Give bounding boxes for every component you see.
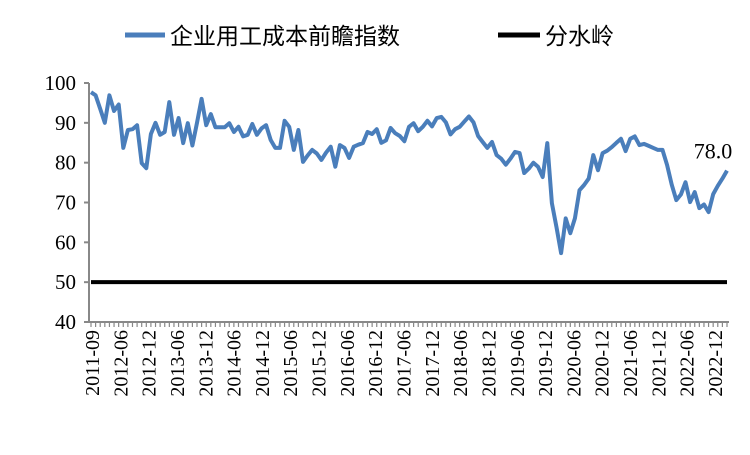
x-tick-label: 2014-12: [252, 330, 274, 397]
x-tick-label: 2021-06: [620, 330, 642, 397]
x-axis: 2011-09 2012-06 2012-12 2013-06 2013-12 2014-…: [82, 322, 729, 397]
last-value-label: 78.0: [694, 139, 733, 164]
y-tick-label: 80: [55, 151, 76, 175]
series-line-index: [91, 92, 727, 253]
x-tick-label: 2022-06: [677, 330, 699, 397]
y-tick-label: 90: [55, 111, 76, 135]
y-tick-label: 50: [55, 270, 76, 294]
y-tick-label: 60: [55, 230, 76, 254]
data-points: [91, 92, 727, 253]
x-tick-label: 2012-12: [139, 330, 161, 397]
x-tick-label: 2014-06: [224, 330, 246, 397]
y-tick-label: 40: [55, 310, 76, 334]
x-tick-label: 2022-12: [705, 330, 727, 397]
legend-label-watershed: 分水岭: [545, 24, 614, 49]
x-tick-label: 2011-09: [82, 330, 104, 396]
x-tick-label: 2013-12: [195, 330, 217, 397]
y-axis: 40 50 60 70 80 90 100: [45, 71, 90, 334]
x-tick-label: 2019-06: [507, 330, 529, 397]
legend-label-index: 企业用工成本前瞻指数: [170, 24, 400, 49]
x-tick-label: 2017-06: [394, 330, 416, 397]
x-tick-label: 2021-12: [648, 330, 670, 397]
y-tick-label: 100: [45, 71, 77, 95]
x-tick-label: 2020-12: [592, 330, 614, 397]
x-tick-label: 2015-06: [280, 330, 302, 397]
x-tick-label: 2018-06: [450, 330, 472, 397]
x-tick-label: 2016-12: [365, 330, 387, 397]
x-tick-label: 2019-12: [535, 330, 557, 397]
x-tick-label: 2015-12: [309, 330, 331, 397]
legend: 企业用工成本前瞻指数 分水岭: [125, 24, 614, 49]
x-tick-label: 2013-06: [167, 330, 189, 397]
x-tick-label: 2020-06: [563, 330, 585, 397]
y-tick-label: 70: [55, 191, 76, 215]
x-tick-label: 2018-12: [478, 330, 500, 397]
x-tick-label: 2016-06: [337, 330, 359, 397]
x-tick-label: 2012-06: [110, 330, 132, 397]
x-tick-label: 2017-12: [422, 330, 444, 397]
